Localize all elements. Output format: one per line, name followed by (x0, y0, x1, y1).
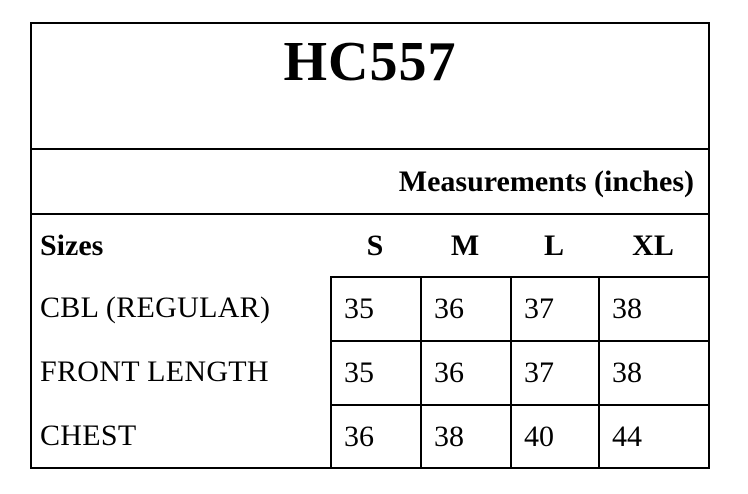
size-column-header-xl: XL (632, 228, 674, 262)
measurements-header-row: Measurements (inches) (32, 148, 708, 213)
size-chart-table: HC557 Measurements (inches) Sizes S M L … (30, 22, 710, 469)
row-label-front-length: FRONT LENGTH (40, 355, 269, 388)
row-label-cbl-regular: CBL (REGULAR) (40, 291, 271, 324)
cell-cbl-s: 35 (330, 276, 420, 340)
cell-cbl-l: 37 (510, 276, 598, 340)
cell-chest-l: 40 (510, 404, 598, 467)
row-label-chest: CHEST (40, 418, 137, 452)
size-column-header-m: M (450, 228, 480, 262)
product-code-title: HC557 (283, 31, 457, 93)
sizes-header-row: Sizes S M L XL (32, 213, 708, 276)
cell-chest-xl: 44 (598, 404, 708, 467)
title-row: HC557 (32, 24, 708, 148)
cell-chest-m: 38 (420, 404, 510, 467)
cell-front-length-m: 36 (420, 340, 510, 404)
sizes-header-label: Sizes (40, 228, 104, 262)
measurements-units-header: Measurements (inches) (398, 164, 694, 198)
cell-cbl-xl: 38 (598, 276, 708, 340)
measurement-rows: CBL (REGULAR) 35 36 37 38 FRONT LENGTH 3… (32, 276, 708, 467)
cell-front-length-l: 37 (510, 340, 598, 404)
cell-chest-s: 36 (330, 404, 420, 467)
cell-front-length-xl: 38 (598, 340, 708, 404)
size-column-header-s: S (366, 228, 384, 262)
size-column-header-l: L (543, 228, 564, 262)
cell-cbl-m: 36 (420, 276, 510, 340)
cell-front-length-s: 35 (330, 340, 420, 404)
